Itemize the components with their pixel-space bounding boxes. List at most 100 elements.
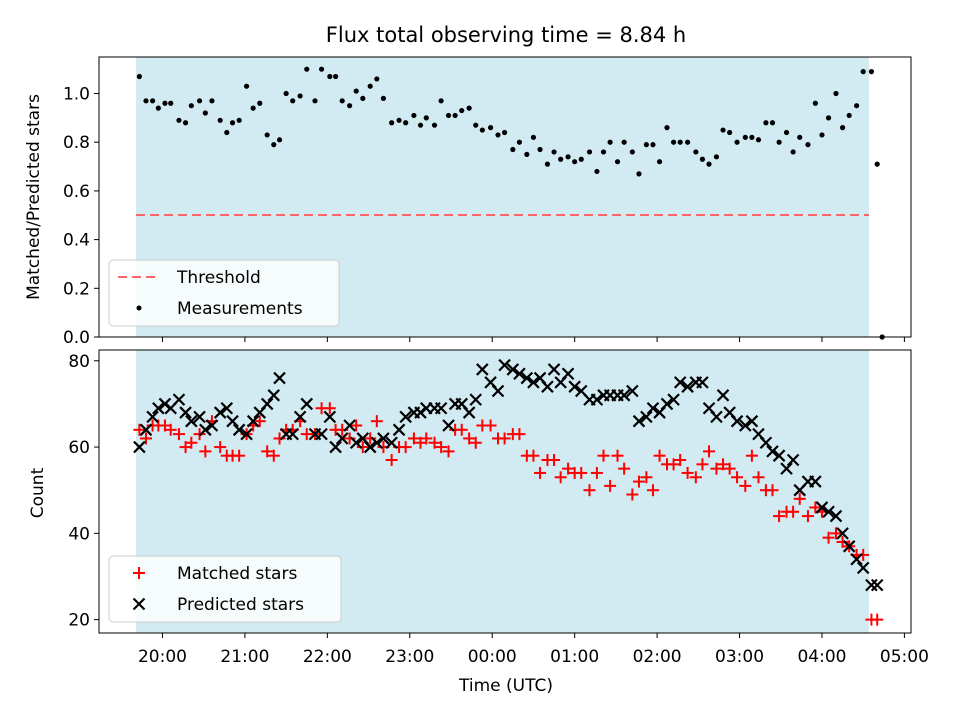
predicted-star-point: [179, 406, 192, 419]
measurement-point: [182, 120, 189, 126]
measurement-point: [578, 156, 584, 162]
measurement-point: [670, 139, 677, 145]
predicted-star-point: [491, 384, 505, 398]
predicted-star-point: [780, 462, 793, 475]
measurement-point: [614, 159, 621, 165]
x-stroke-b: [220, 401, 234, 415]
matched-star-point: [199, 445, 212, 458]
matched-star-point: [626, 488, 639, 501]
predicted-star-point: [323, 410, 337, 424]
x-stroke-b: [716, 389, 730, 402]
count-x-tick-label: 00:00: [468, 647, 517, 667]
predicted-star-point: [146, 410, 159, 424]
x-stroke-b: [822, 505, 835, 519]
measurement-point: [572, 159, 578, 165]
measurement-point: [853, 103, 860, 109]
x-stroke-b: [574, 384, 588, 398]
x-stroke-b: [533, 371, 547, 385]
predicted-star-point: [139, 423, 153, 437]
ratio-y-tick-label: 0.8: [63, 133, 90, 153]
x-stroke-b: [590, 393, 604, 406]
x-stroke-b: [179, 406, 192, 419]
matched-star-point: [399, 441, 412, 454]
predicted-star-point: [363, 440, 377, 454]
matched-star-point: [562, 462, 575, 475]
x-stroke-b: [759, 436, 773, 450]
measurement-point: [403, 120, 409, 126]
x-axis-label: Time (UTC): [458, 676, 553, 696]
predicted-star-point: [240, 427, 253, 441]
matched-star-point: [261, 445, 274, 458]
matched-star-point: [618, 462, 631, 475]
measurement-point: [466, 105, 472, 111]
matched-star-point: [632, 475, 645, 488]
matched-star-point: [554, 471, 567, 484]
x-stroke-b: [673, 376, 687, 389]
x-stroke-b: [829, 509, 843, 523]
x-stroke-b: [146, 410, 159, 424]
predicted-star-point: [172, 393, 186, 406]
matched-star-point: [428, 436, 441, 449]
matched-star-point: [442, 445, 455, 458]
matched-star-point: [583, 484, 596, 497]
measurement-point: [327, 73, 333, 80]
x-stroke-b: [752, 427, 765, 441]
measurement-point: [380, 95, 387, 101]
x-stroke-b: [132, 597, 146, 611]
predicted-star-point: [547, 363, 561, 376]
predicted-star-point: [273, 371, 286, 385]
x-stroke-b: [434, 401, 448, 415]
x-stroke-b: [780, 462, 793, 475]
matched-star-point: [590, 466, 603, 479]
x-stroke-b: [865, 578, 878, 592]
x-stroke-b: [385, 436, 398, 450]
x-stroke-b: [520, 371, 534, 385]
predicted-star-point: [349, 436, 363, 450]
measurement-point: [479, 127, 485, 133]
measurement-point: [149, 98, 156, 104]
x-stroke-b: [323, 410, 337, 424]
measurement-point: [473, 122, 479, 128]
matched-star-point: [214, 441, 227, 454]
measurement-point: [812, 100, 818, 106]
predicted-star-point: [434, 401, 448, 415]
x-stroke-b: [561, 367, 575, 381]
predicted-star-point: [710, 410, 723, 424]
measurement-point: [347, 103, 353, 109]
matched-star-point: [385, 454, 398, 467]
measurement-point: [643, 142, 649, 148]
ratio-y-tick-label: 0.6: [63, 182, 90, 202]
predicted-star-point: [260, 397, 274, 411]
matched-star-point: [273, 432, 286, 445]
predicted-star-point: [462, 406, 476, 419]
predicted-star-point: [617, 389, 631, 402]
measurement-point: [257, 100, 263, 106]
measurement-point: [742, 134, 748, 140]
predicted-star-point: [730, 414, 744, 428]
measurement-point: [318, 66, 325, 72]
x-stroke-b: [745, 414, 759, 428]
measurement-point: [510, 146, 516, 153]
predicted-star-point: [865, 578, 878, 592]
x-stroke-b: [152, 401, 165, 415]
x-stroke-b: [730, 414, 744, 428]
predicted-star-point: [745, 414, 759, 428]
matched-star-point: [674, 454, 687, 467]
measurement-point: [860, 69, 866, 75]
predicted-star-point: [870, 578, 884, 592]
x-stroke-b: [815, 501, 829, 514]
ratio-y-tick-label: 0.2: [63, 279, 90, 299]
x-stroke-b: [139, 423, 153, 437]
matched-star-point: [689, 471, 702, 484]
ratio-plot-frame: [98, 56, 912, 338]
predicted-star-point: [759, 436, 773, 450]
count-panel: 20 40 60 80 20:00 21:00 22:00 23:00 00:00 01:00 0…: [28, 349, 929, 696]
matched-star-point: [356, 441, 369, 454]
measurement-point: [621, 139, 627, 145]
measurement-point: [417, 122, 424, 128]
ratio-y-axis-label: Matched/Predicted stars: [24, 94, 44, 300]
predicted-star-point: [476, 363, 489, 376]
x-stroke-b: [300, 397, 314, 411]
x-stroke-b: [133, 440, 146, 454]
